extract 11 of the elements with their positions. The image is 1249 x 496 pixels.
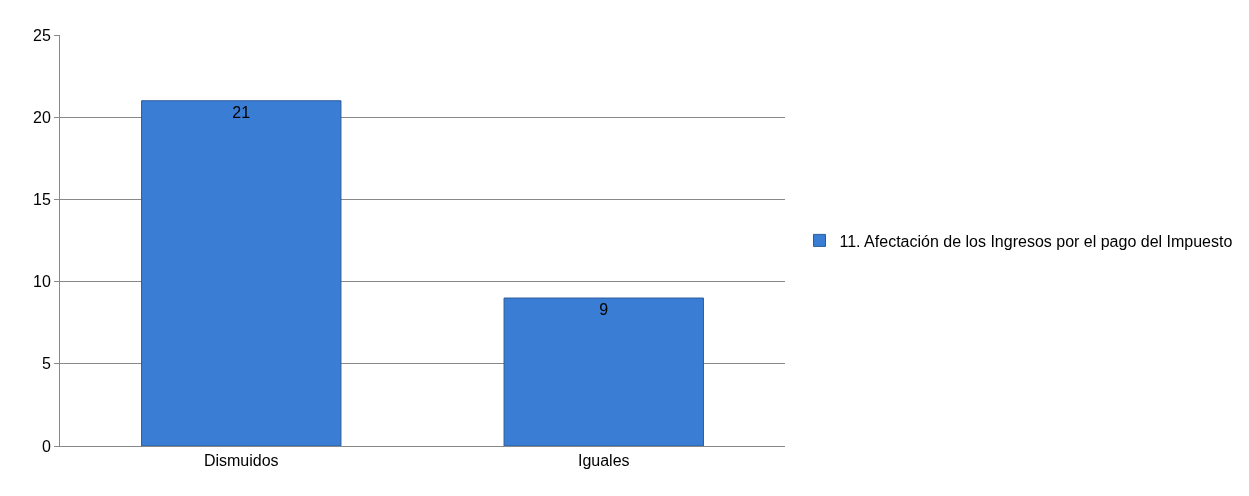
y-tick-label: 15: [33, 191, 51, 208]
x-tick-label: Iguales: [577, 452, 630, 470]
x-tick-label: Dismuidos: [203, 452, 279, 470]
y-tick-label: 0: [41, 437, 51, 455]
y-tick-label: 5: [41, 355, 51, 373]
y-tick-label: 20: [33, 108, 51, 126]
legend-label: 11. Afectación de los Ingresos por el pago del Impuesto: [839, 232, 1233, 250]
data-label: 9: [599, 301, 609, 319]
data-label: 21: [232, 103, 251, 121]
y-tick-label: 25: [33, 26, 51, 44]
y-tick-label: 10: [33, 273, 51, 291]
